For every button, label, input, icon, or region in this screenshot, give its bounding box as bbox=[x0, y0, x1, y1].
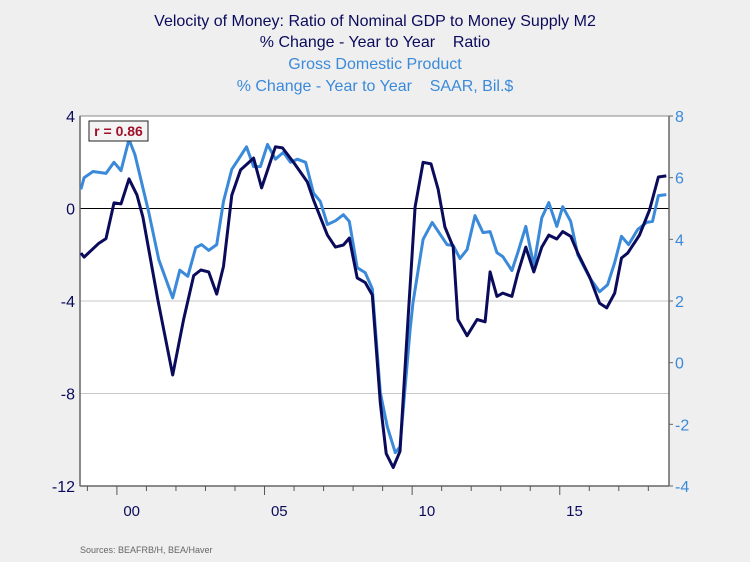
correlation-box bbox=[88, 120, 149, 142]
correlation-label: r = 0.86 bbox=[94, 123, 143, 139]
title-line-2: % Change - Year to Year Ratio bbox=[260, 34, 490, 51]
x-tick-label: 15 bbox=[566, 503, 583, 520]
left-tick-label: 0 bbox=[66, 202, 75, 219]
left-tick-label: -8 bbox=[61, 387, 75, 404]
source-note: Sources: BEAFRB/H, BEA/Haver bbox=[80, 545, 213, 555]
right-tick-label: 4 bbox=[675, 232, 684, 249]
left-tick-label: 4 bbox=[66, 109, 75, 126]
right-tick-label: 8 bbox=[675, 109, 684, 126]
x-tick-label: 10 bbox=[419, 503, 436, 520]
velocity-series-line bbox=[79, 145, 667, 469]
title-line-1: Velocity of Money: Ratio of Nominal GDP … bbox=[154, 13, 596, 30]
title-line-4: % Change - Year to Year SAAR, Bil.$ bbox=[237, 78, 514, 95]
x-tick-label: 00 bbox=[123, 503, 140, 520]
x-tick-label: 05 bbox=[271, 503, 288, 520]
left-tick-label: -4 bbox=[61, 294, 75, 311]
title-line-3: Gross Domestic Product bbox=[288, 56, 462, 73]
right-tick-label: 2 bbox=[675, 294, 684, 311]
left-tick-label: -12 bbox=[52, 479, 75, 496]
right-tick-label: -2 bbox=[675, 417, 689, 434]
right-tick-label: -4 bbox=[675, 479, 689, 496]
right-tick-label: 6 bbox=[675, 171, 684, 188]
right-tick-label: 0 bbox=[675, 356, 684, 373]
